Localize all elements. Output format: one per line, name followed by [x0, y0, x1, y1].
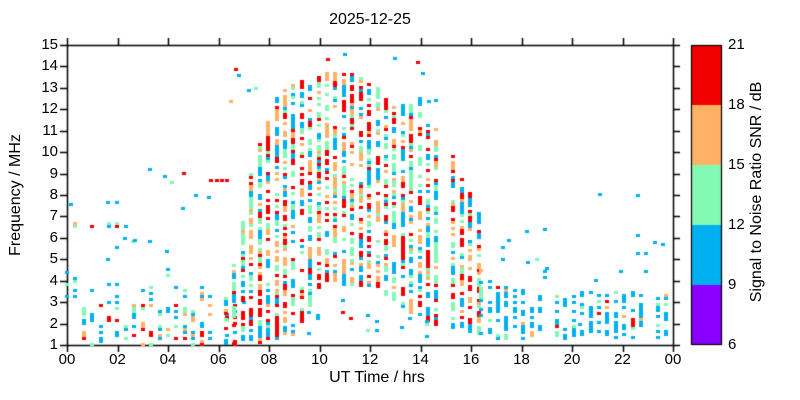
y-tick-label: 2	[49, 314, 58, 332]
y-tick-label: 10	[41, 143, 58, 161]
y-tick-label: 14	[41, 57, 58, 75]
x-tick-label: 00	[58, 351, 76, 368]
x-tick-label: 08	[260, 351, 278, 368]
x-tick-label: 22	[614, 351, 631, 368]
x-tick-label: 18	[513, 351, 530, 368]
y-tick-label: 1	[49, 336, 58, 353]
x-tick-label: 14	[412, 351, 429, 368]
colorbar-tick-label: 15	[728, 156, 745, 173]
y-tick-label: 15	[41, 36, 58, 53]
chart-title: 2025-12-25	[329, 11, 411, 28]
y-tick-label: 6	[49, 228, 58, 246]
y-tick-label: 8	[49, 186, 58, 203]
colorbar-tick-label: 12	[728, 216, 745, 233]
y-tick-label: 7	[49, 207, 58, 225]
x-tick-label: 02	[109, 351, 126, 368]
y-tick-label: 4	[49, 271, 58, 289]
colorbar-tick-label: 6	[728, 336, 737, 353]
x-tick-label: 06	[210, 351, 227, 368]
colorbar-tick-label: 9	[728, 276, 737, 293]
y-tick-label: 11	[42, 121, 58, 139]
y-tick-label: 13	[41, 78, 58, 96]
x-tick-label: 04	[159, 351, 177, 368]
y-tick-label: 5	[49, 250, 58, 268]
x-tick-label: 12	[361, 351, 379, 368]
y-tick-label: 9	[49, 164, 58, 182]
y-tick-label: 12	[41, 100, 58, 118]
y-tick-label: 3	[49, 293, 58, 311]
colorbar-tick-label: 18	[728, 96, 745, 113]
colorbar-tick-label: 21	[728, 36, 745, 53]
x-tick-label: 16	[462, 351, 480, 368]
x-axis-label: UT Time / hrs	[329, 369, 425, 386]
x-tick-label: 20	[563, 351, 581, 368]
x-tick-label: 00	[664, 351, 682, 368]
colorbar-label: Signal to Noise Ratio SNR / dB	[748, 81, 765, 303]
x-tick-label: 10	[311, 351, 328, 368]
